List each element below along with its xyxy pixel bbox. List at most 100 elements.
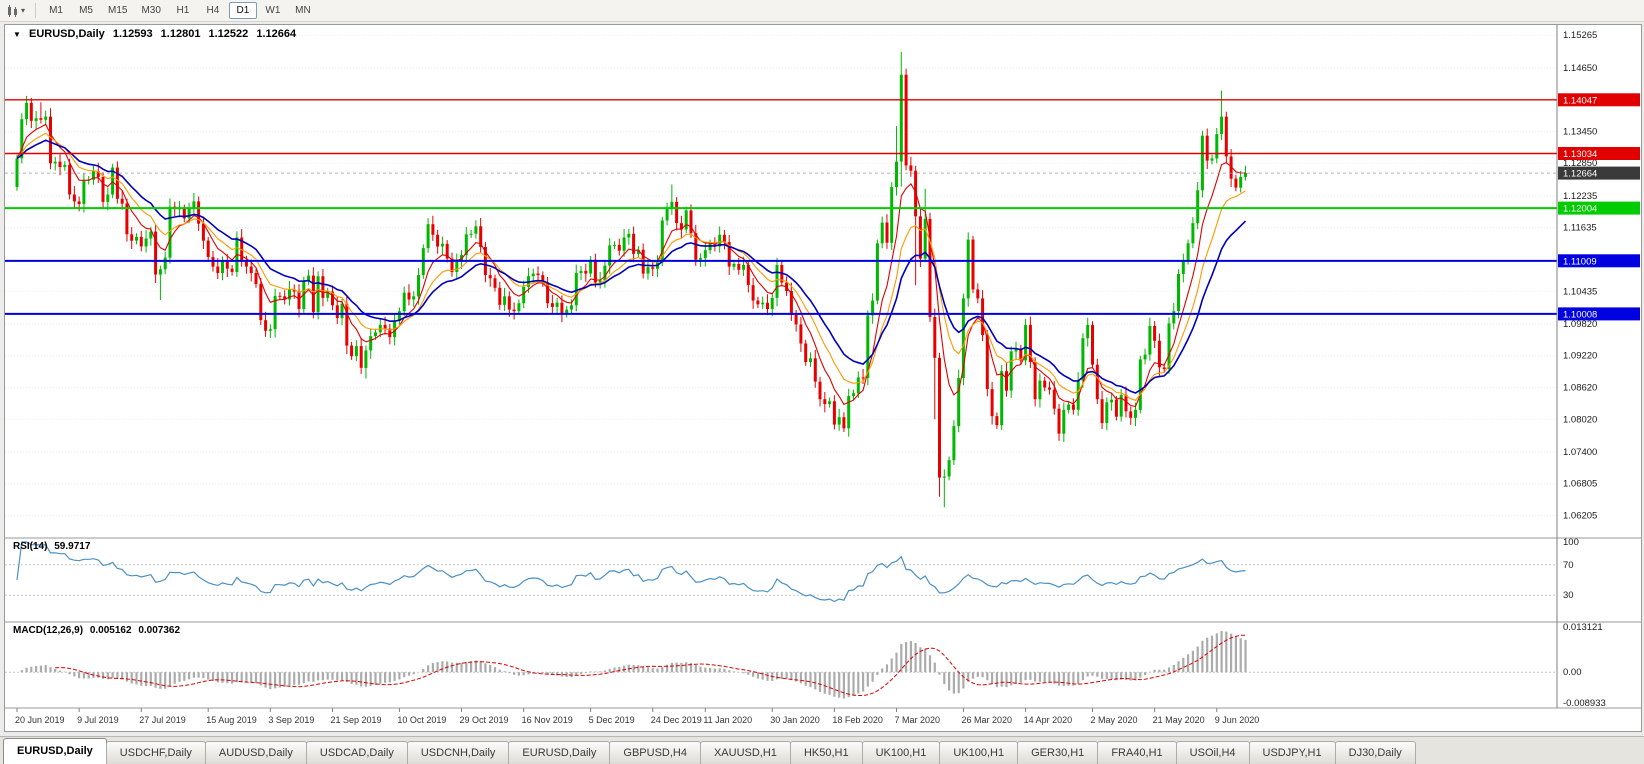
svg-text:3 Sep 2019: 3 Sep 2019 (268, 715, 314, 725)
timeframe-buttons: M1 M5 M15 M30 H1 H4 D1 W1 MN (42, 2, 317, 19)
svg-text:1.09820: 1.09820 (1563, 319, 1597, 330)
tab-ger30-h1[interactable]: GER30,H1 (1017, 741, 1099, 764)
tab-usdjpy-h1[interactable]: USDJPY,H1 (1248, 741, 1336, 764)
chart-window: 1.15265 1.14650 1.13450 1.12850 1.12235 1.116… (4, 24, 1642, 732)
timeframe-button-mn[interactable]: MN (295, 5, 311, 16)
svg-text:1.14650: 1.14650 (1563, 63, 1597, 74)
svg-text:9 Jun 2020: 9 Jun 2020 (1215, 715, 1260, 725)
svg-text:1.10008: 1.10008 (1563, 309, 1597, 320)
svg-text:7 Mar 2020: 7 Mar 2020 (895, 715, 941, 725)
timeframe-button-h4[interactable]: H4 (206, 5, 220, 16)
svg-text:1.13034: 1.13034 (1563, 149, 1597, 160)
svg-text:1.12235: 1.12235 (1563, 191, 1597, 202)
svg-text:11 Jan 2020: 11 Jan 2020 (703, 715, 752, 725)
price-axis: 1.15265 1.14650 1.13450 1.12850 1.12235 1.116… (1563, 30, 1597, 521)
svg-text:5 Dec 2019: 5 Dec 2019 (589, 715, 635, 725)
ohlc-open: 1.12593 (112, 28, 153, 40)
macd-signal-line (55, 634, 1246, 696)
ohlc-low: 1.12522 (208, 28, 249, 40)
tab-usdcnh-daily[interactable]: USDCNH,Daily (406, 741, 510, 764)
tab-hk50-h1[interactable]: HK50,H1 (789, 741, 863, 764)
rsi-line (16, 541, 1246, 603)
price-label-1.12664: 1.12664 (1558, 166, 1640, 180)
tab-uk100-h1[interactable]: UK100,H1 (861, 741, 941, 764)
tab-dj30-daily[interactable]: DJ30,Daily (1334, 741, 1416, 764)
price-gridlines (5, 34, 1557, 517)
svg-text:1.12850: 1.12850 (1563, 158, 1597, 169)
svg-text:100: 100 (1563, 537, 1579, 548)
macd-name: MACD(12,26,9) (13, 625, 84, 636)
rsi-value: 59.9717 (54, 541, 91, 552)
tab-uk100-h1-2[interactable]: UK100,H1 (939, 741, 1019, 764)
svg-text:1.15265: 1.15265 (1563, 30, 1597, 41)
svg-text:70: 70 (1563, 560, 1574, 571)
svg-text:1.10435: 1.10435 (1563, 286, 1597, 297)
tab-usdchf-daily[interactable]: USDCHF,Daily (105, 741, 206, 764)
collapse-icon[interactable]: ▼ (13, 30, 21, 39)
svg-text:1.06805: 1.06805 (1563, 479, 1597, 490)
candles (15, 51, 1247, 508)
svg-text:15 Aug 2019: 15 Aug 2019 (206, 715, 257, 725)
svg-text:1.11635: 1.11635 (1563, 223, 1597, 234)
price-label-1.14047: 1.14047 (1558, 93, 1640, 107)
svg-text:30: 30 (1563, 590, 1574, 601)
macd-axis: 0.013121 0.00 -0.008933 (1563, 622, 1606, 709)
price-label-1.13034: 1.13034 (1558, 147, 1640, 160)
candlestick-chart-icon[interactable] (6, 4, 20, 17)
rsi-indicator-label: RSI(14) 59.9717 (13, 541, 94, 552)
chart-canvas[interactable]: 1.15265 1.14650 1.13450 1.12850 1.12235 1.116… (5, 25, 1641, 731)
ohlc-close: 1.12664 (256, 28, 297, 40)
svg-text:2 May 2020: 2 May 2020 (1091, 715, 1138, 725)
tab-gbpusd-h4[interactable]: GBPUSD,H4 (609, 741, 701, 764)
svg-text:30 Jan 2020: 30 Jan 2020 (770, 715, 820, 725)
toolbar-separator (35, 3, 37, 18)
svg-text:0.00: 0.00 (1563, 667, 1582, 678)
ma-21-line (16, 139, 1247, 394)
price-label-1.12004: 1.12004 (1558, 201, 1640, 215)
chart-title: ▼ EURUSD,Daily 1.12593 1.12801 1.12522 1… (13, 28, 301, 40)
svg-text:14 Apr 2020: 14 Apr 2020 (1024, 715, 1073, 725)
ma-7-line (16, 123, 1246, 408)
horizontal-lines[interactable] (5, 99, 1557, 315)
svg-text:21 Sep 2019: 21 Sep 2019 (330, 715, 381, 725)
svg-text:1.06205: 1.06205 (1563, 511, 1597, 522)
svg-text:10 Oct 2019: 10 Oct 2019 (397, 715, 446, 725)
tab-eurusd-daily[interactable]: EURUSD,Daily (3, 738, 107, 764)
time-axis: 20 Jun 2019 9 Jul 2019 27 Jul 2019 15 Aug 2… (15, 708, 1259, 725)
ohlc-high: 1.12801 (160, 28, 201, 40)
timeframe-button-m1[interactable]: M1 (49, 5, 63, 16)
svg-text:29 Oct 2019: 29 Oct 2019 (460, 715, 509, 725)
svg-text:16 Nov 2019: 16 Nov 2019 (522, 715, 573, 725)
tab-usdcad-daily[interactable]: USDCAD,Daily (305, 741, 408, 764)
toolbar: ▾ M1 M5 M15 M30 H1 H4 D1 W1 MN (0, 0, 1644, 22)
symbol-tabs: EURUSD,Daily USDCHF,Daily AUDUSD,Daily USDC… (0, 736, 1644, 764)
timeframe-button-m5[interactable]: M5 (79, 5, 93, 16)
svg-text:1.12004: 1.12004 (1563, 204, 1597, 215)
tab-audusd-daily[interactable]: AUDUSD,Daily (204, 741, 307, 764)
svg-text:1.08020: 1.08020 (1563, 414, 1597, 425)
svg-text:20 Jun 2019: 20 Jun 2019 (15, 715, 65, 725)
svg-text:18 Feb 2020: 18 Feb 2020 (832, 715, 883, 725)
macd-main-value: 0.005162 (89, 625, 132, 636)
rsi-levels (5, 564, 1557, 596)
dropdown-caret-icon[interactable]: ▾ (21, 5, 26, 15)
svg-text:1.14047: 1.14047 (1563, 95, 1597, 106)
timeframe-button-m30[interactable]: M30 (141, 5, 161, 16)
timeframe-button-m15[interactable]: M15 (108, 5, 128, 16)
tab-usoil-h4[interactable]: USOil,H4 (1175, 741, 1250, 764)
timeframe-button-w1[interactable]: W1 (265, 5, 281, 16)
svg-text:1.07400: 1.07400 (1563, 447, 1597, 458)
tab-xauusd-h1[interactable]: XAUUSD,H1 (699, 741, 791, 764)
svg-text:27 Jul 2019: 27 Jul 2019 (139, 715, 186, 725)
tab-fra40-h1[interactable]: FRA40,H1 (1097, 741, 1177, 764)
tab-eurusd-daily-2[interactable]: EURUSD,Daily (508, 741, 611, 764)
timeframe-button-h1[interactable]: H1 (176, 5, 190, 16)
svg-text:-0.008933: -0.008933 (1563, 698, 1606, 709)
macd-indicator-label: MACD(12,26,9) 0.005162 0.007362 (13, 625, 184, 636)
timeframe-button-d1[interactable]: D1 (228, 2, 257, 19)
svg-text:26 Mar 2020: 26 Mar 2020 (961, 715, 1012, 725)
macd-histogram (20, 630, 1247, 699)
price-label-1.10008: 1.10008 (1558, 307, 1640, 321)
svg-text:1.08620: 1.08620 (1563, 383, 1597, 394)
svg-text:1.12664: 1.12664 (1563, 169, 1597, 180)
